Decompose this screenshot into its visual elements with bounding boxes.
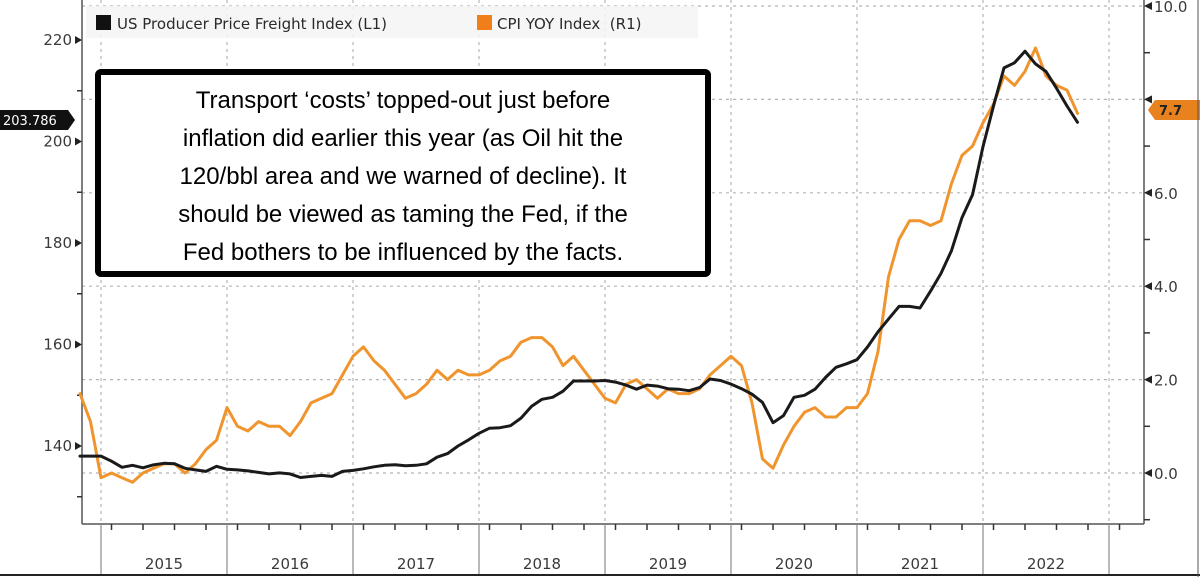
- left-tick-label: 140: [43, 437, 72, 455]
- left-tick-label: 160: [43, 336, 72, 354]
- x-tick-label: 2018: [523, 555, 561, 573]
- right-major-tick: [1144, 95, 1152, 104]
- callout-line-4: should be viewed as taming the Fed, if t…: [178, 201, 628, 228]
- left-major-tick: [75, 36, 82, 44]
- x-tick-label: 2021: [901, 555, 939, 573]
- left-major-tick: [75, 340, 82, 349]
- left-major-tick: [75, 137, 82, 146]
- x-axis-ticks: 2015 2016 2017 2018 2019 2020 2021 2022: [100, 524, 1121, 575]
- left-badge-shape: [0, 110, 75, 130]
- right-axis-ticks: 0.0 2.0 4.0 6.0 10.0: [1144, 0, 1187, 521]
- callout-line-3: 120/bbl area and we warned of decline). …: [180, 163, 627, 190]
- x-tick-label: 2019: [649, 555, 687, 573]
- legend: US Producer Price Freight Index (L1) CPI…: [86, 6, 698, 38]
- left-tick-label: 220: [43, 31, 72, 49]
- series-lines: [78, 46, 1079, 484]
- right-major-tick: [1144, 375, 1152, 384]
- legend-swatch-ppi-freight: [96, 15, 111, 30]
- axes: [81, 0, 1145, 525]
- right-tick-label: 2.0: [1154, 372, 1178, 390]
- legend-label-cpi-yoy: CPI YOY Index (R1): [497, 15, 641, 33]
- right-tick-label: 0.0: [1154, 465, 1178, 483]
- left-major-tick: [75, 442, 82, 450]
- right-major-tick: [1144, 2, 1152, 10]
- left-tick-label: 180: [43, 234, 72, 252]
- series-line-ppi-freight: [78, 49, 1079, 479]
- right-tick-label: 4.0: [1154, 278, 1178, 296]
- right-badge-shape: [1148, 100, 1200, 120]
- left-last-value-badge: 203.786: [0, 110, 75, 130]
- x-tick-label: 2020: [775, 555, 813, 573]
- right-last-value-badge: 7.7: [1148, 100, 1200, 120]
- annotation-callout: Transport ‘costs’ topped-out just before…: [95, 69, 711, 277]
- x-tick-label: 2016: [271, 555, 309, 573]
- left-tick-label: 200: [43, 133, 72, 151]
- right-badge-value: 7.7: [1159, 104, 1182, 119]
- right-major-tick: [1144, 469, 1152, 477]
- x-tick-label: 2017: [397, 555, 435, 573]
- legend-label-ppi-freight: US Producer Price Freight Index (L1): [117, 15, 387, 33]
- right-tick-label: 6.0: [1154, 185, 1178, 203]
- right-major-tick: [1144, 188, 1152, 197]
- series-line-cpi-yoy: [78, 46, 1079, 484]
- x-tick-label: 2015: [145, 555, 183, 573]
- right-tick-label: 10.0: [1154, 0, 1187, 16]
- callout-line-2: inflation did earlier this year (as Oil …: [183, 125, 623, 152]
- right-major-tick: [1144, 282, 1152, 291]
- left-major-tick: [75, 239, 82, 247]
- legend-swatch-cpi-yoy: [477, 15, 492, 30]
- left-badge-value: 203.786: [3, 114, 57, 129]
- callout-box: [95, 69, 711, 277]
- callout-line-1: Transport ‘costs’ topped-out just before: [196, 87, 610, 114]
- callout-line-5: Fed bothers to be influenced by the fact…: [183, 239, 623, 266]
- x-tick-label: 2022: [1027, 555, 1065, 573]
- legend-background: [86, 6, 698, 38]
